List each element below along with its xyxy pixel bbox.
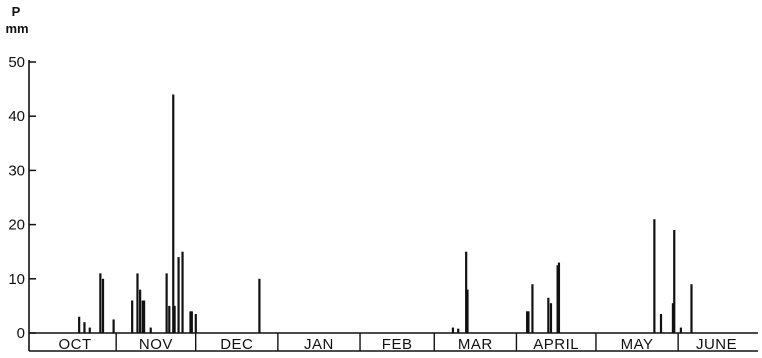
precipitation-bar — [190, 311, 193, 333]
precipitation-bar — [659, 314, 663, 333]
y-axis-unit: mm — [5, 21, 28, 36]
month-label: JAN — [304, 336, 334, 353]
precipitation-bar — [143, 300, 146, 333]
month-label: NOV — [139, 336, 173, 353]
precipitation-bar — [451, 327, 455, 333]
precipitation-bar — [101, 278, 105, 333]
precipitation-bar — [165, 273, 168, 333]
y-tick-label: 30 — [8, 162, 25, 179]
y-tick-label: 10 — [8, 271, 25, 288]
y-axis-label: P — [12, 4, 21, 19]
precipitation-bar — [141, 300, 144, 333]
precipitation-bar — [181, 251, 184, 333]
month-label: DEC — [220, 336, 253, 353]
month-label: FEB — [382, 336, 413, 353]
y-tick-label: 50 — [8, 54, 25, 71]
precipitation-bar — [673, 230, 676, 333]
precipitation-bar — [194, 314, 197, 333]
month-label: OCT — [59, 336, 92, 353]
precipitation-bar — [112, 319, 115, 333]
precipitation-bar — [671, 303, 675, 333]
y-tick-label: 20 — [8, 217, 25, 234]
precipitation-bar — [139, 289, 142, 333]
month-label: JUNE — [696, 336, 737, 353]
precipitation-bar — [149, 327, 152, 333]
precipitation-bar — [172, 94, 175, 334]
precipitation-bar — [136, 273, 139, 333]
precipitation-bar — [466, 289, 469, 333]
month-label: MAY — [621, 336, 654, 353]
precipitation-bar — [653, 219, 656, 333]
precipitation-bar — [531, 284, 534, 333]
y-tick-label: 40 — [8, 108, 25, 125]
precipitation-bar — [99, 273, 102, 333]
precipitation-bar — [258, 278, 261, 333]
precipitation-bar — [690, 284, 693, 333]
precipitation-bar — [177, 257, 180, 333]
precipitation-bar — [527, 311, 530, 333]
precipitation-bar — [557, 262, 561, 333]
precipitation-bar — [83, 322, 86, 333]
precipitation-bar — [78, 316, 81, 333]
precipitation-bar — [173, 305, 176, 333]
precipitation-bar — [547, 297, 550, 333]
month-label: APRIL — [533, 336, 579, 353]
precipitation-bar — [549, 303, 553, 333]
precipitation-bar — [556, 265, 559, 333]
y-tick-label: 0 — [17, 325, 25, 342]
y-ticks: 0 10 20 30 40 50 — [8, 54, 36, 342]
precipitation-bar — [457, 328, 460, 333]
precipitation-bar — [88, 327, 91, 333]
precipitation-bars — [78, 94, 693, 334]
precipitation-bar — [168, 305, 171, 333]
precipitation-bar — [189, 311, 192, 333]
precipitation-bar — [465, 251, 468, 333]
month-axis: OCT NOV DEC JAN FEB MAR APRIL MAY JUNE — [59, 333, 737, 353]
month-label: MAR — [458, 336, 493, 353]
precipitation-bar — [526, 311, 529, 333]
precipitation-bar — [131, 300, 134, 333]
precipitation-bar — [679, 327, 682, 333]
